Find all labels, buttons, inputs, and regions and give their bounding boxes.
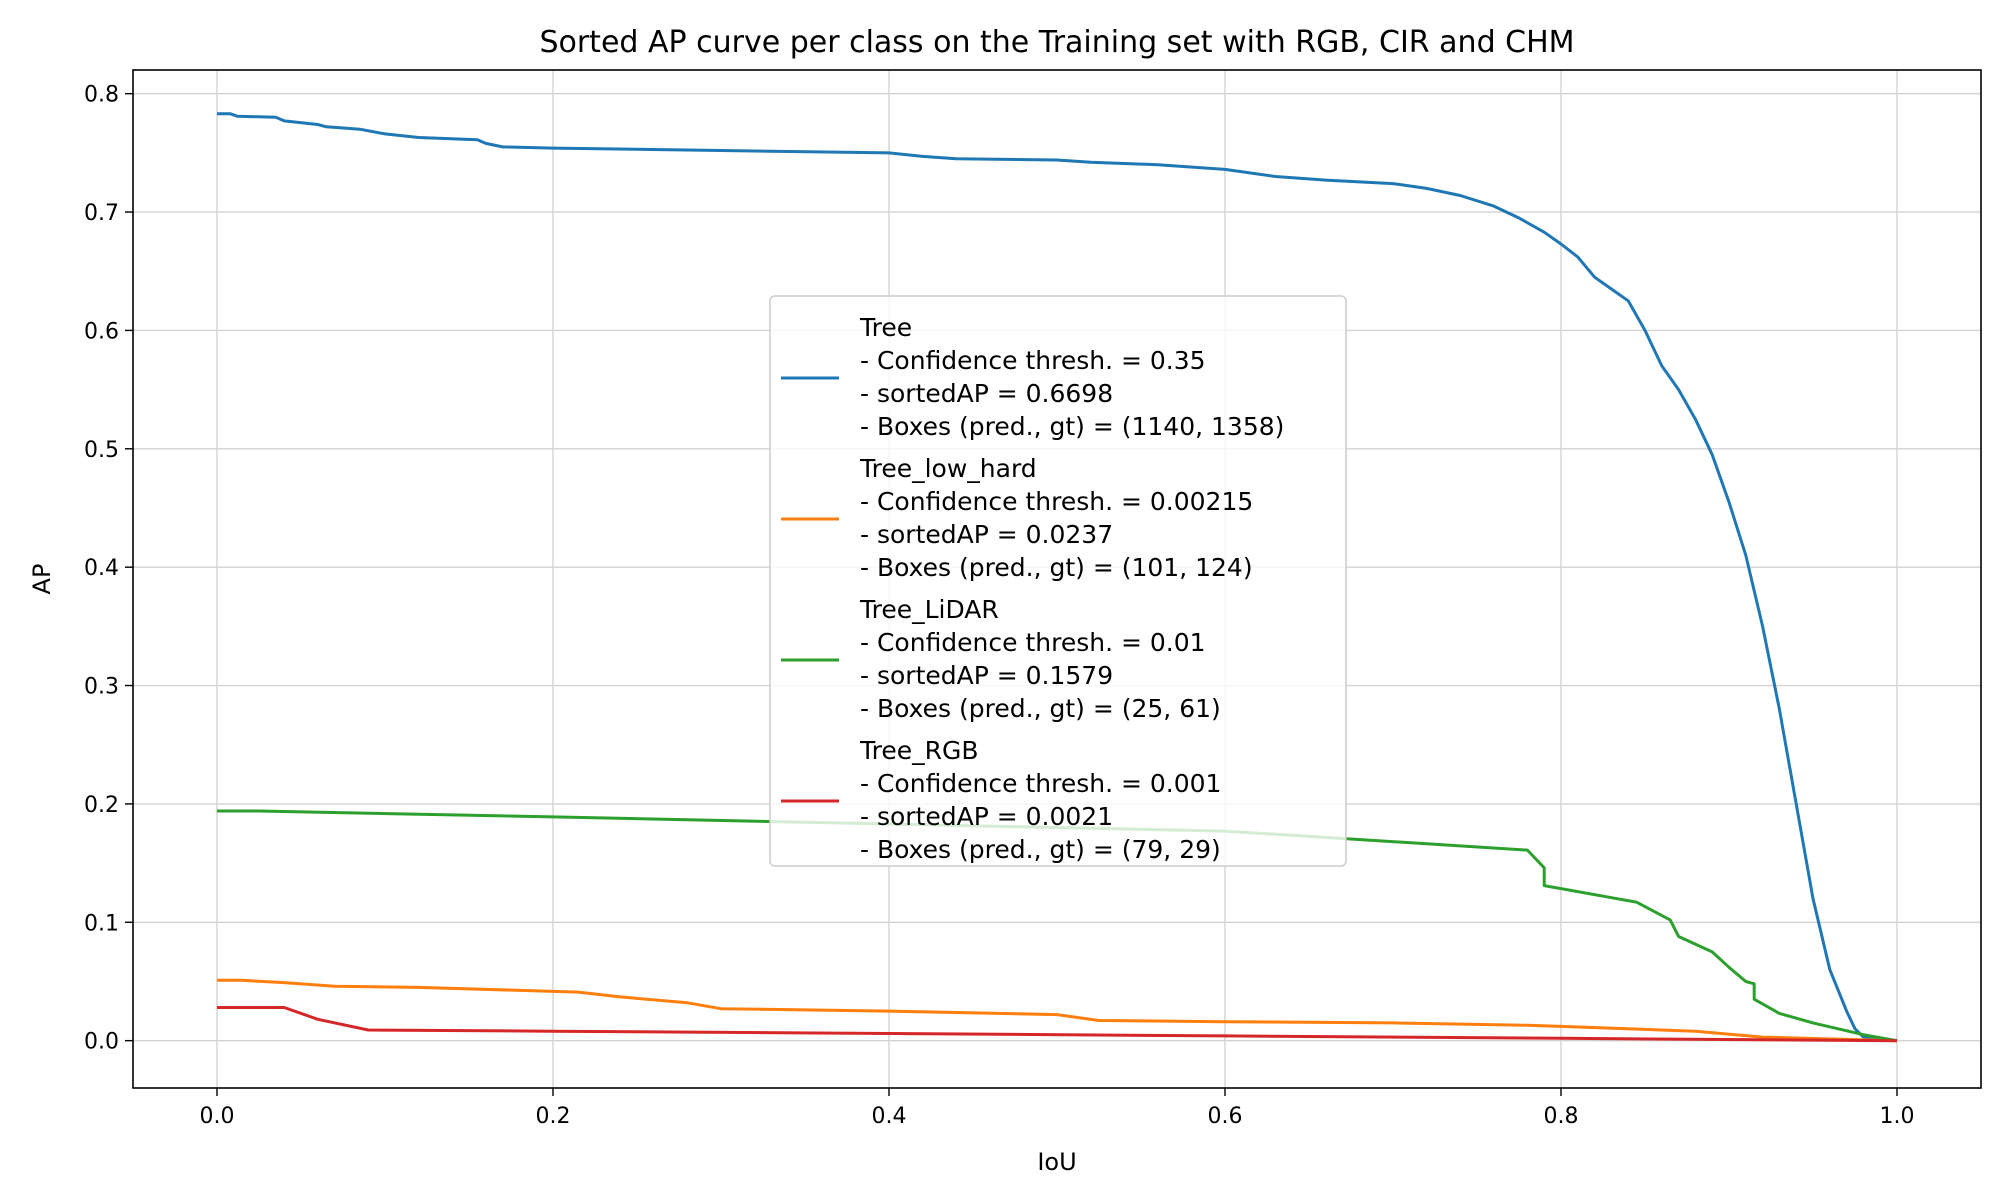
x-tick-label: 1.0 [1880,1104,1915,1129]
legend-entry-text: - Confidence thresh. = 0.35 [860,346,1206,375]
legend-entry-text: - Confidence thresh. = 0.00215 [860,487,1253,516]
plot-frame [132,69,1982,1089]
y-tick-label: 0.3 [84,675,119,700]
x-tick-label: 0.4 [872,1104,907,1129]
legend-entry-text: - Boxes (pred., gt) = (101, 124) [860,553,1253,582]
legend-box [769,295,1347,867]
y-tick-label: 0.4 [84,556,119,581]
legend-entry-text: - Confidence thresh. = 0.001 [860,769,1221,798]
legend-entry-text: - sortedAP = 0.0021 [860,802,1113,831]
legend-entry-text: Tree_RGB [859,736,978,765]
axis-ticks: 0.0 0.2 0.4 0.6 0.8 1.0 0.0 0.1 0.2 0.3 0.4 0.5 0.6 0… [84,83,1915,1129]
y-tick-label: 0.5 [84,438,119,463]
y-tick-label: 0.0 [84,1030,119,1055]
legend-entry-text: - Boxes (pred., gt) = (1140, 1358) [860,412,1284,441]
series-line-tree-low-hard [217,978,1898,1043]
legend-entry-text: Tree_low_hard [859,454,1037,483]
series-line-tree-rgb [217,1006,1898,1043]
legend-entry-text: - sortedAP = 0.0237 [860,520,1113,549]
legend-entry-text: - Confidence thresh. = 0.01 [860,628,1206,657]
legend-entry-text: Tree [859,313,912,342]
x-tick-label: 0.2 [536,1104,571,1129]
legend-entry-text: - Boxes (pred., gt) = (25, 61) [860,694,1221,723]
y-tick-label: 0.2 [84,793,119,818]
legend-entry-text: - sortedAP = 0.1579 [860,661,1113,690]
y-tick-label: 0.1 [84,911,119,936]
x-tick-label: 0.6 [1208,1104,1243,1129]
y-tick-label: 0.6 [84,319,119,344]
y-tick-label: 0.8 [84,83,119,108]
series-line-tree [217,112,1898,1043]
legend-entry-text: Tree_LiDAR [859,595,999,624]
legend: Tree - Confidence thresh. = 0.35 - sortedA… [769,295,1347,867]
legend-entry-text: - Boxes (pred., gt) = (79, 29) [860,835,1221,864]
legend-entry-text: - sortedAP = 0.6698 [860,379,1113,408]
y-axis-label: AP [28,564,56,595]
y-tick-label: 0.7 [84,201,119,226]
x-tick-label: 0.0 [200,1104,235,1129]
x-axis-label: IoU [1037,1148,1076,1176]
chart-title: Sorted AP curve per class on the Trainin… [539,25,1574,60]
x-tick-label: 0.8 [1544,1104,1579,1129]
